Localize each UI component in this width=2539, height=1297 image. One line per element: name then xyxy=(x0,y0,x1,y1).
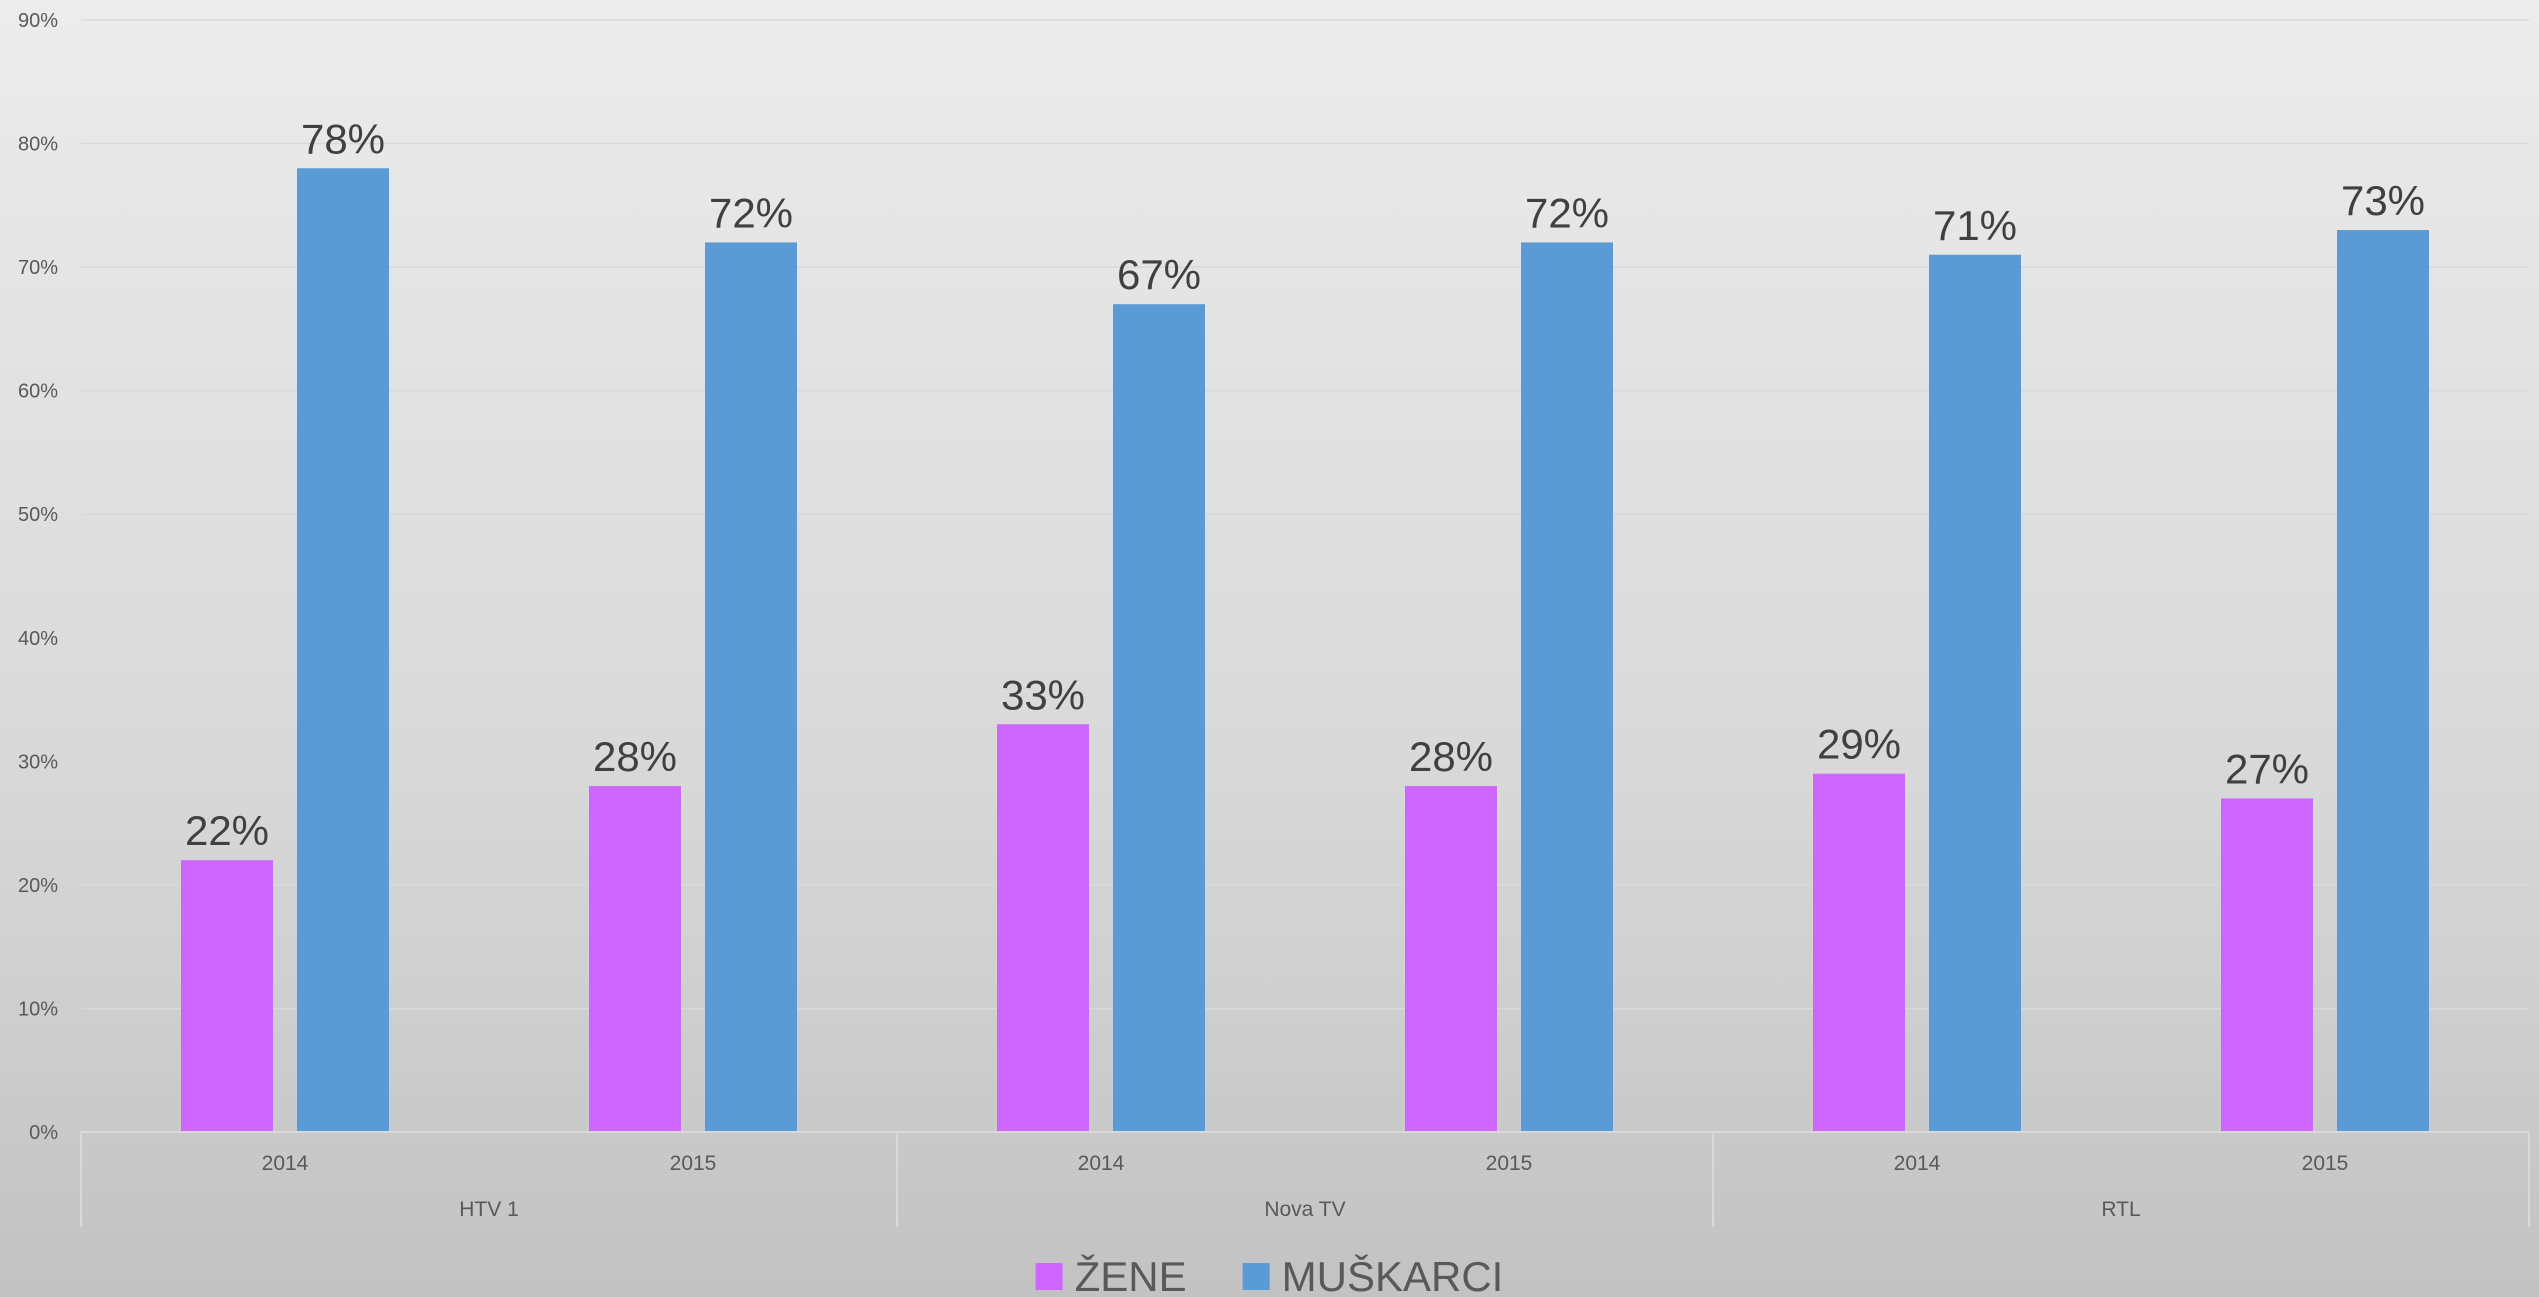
bar-zene xyxy=(589,786,681,1132)
x-axis: 2014 2015 2014 2015 2014 2015 HTV 1 Nova TV RTL xyxy=(80,1131,2530,1227)
y-tick-label: 40% xyxy=(18,628,58,650)
x-tick-label: 2014 xyxy=(1078,1152,1125,1175)
bar-zene xyxy=(1405,786,1497,1132)
group-label: Nova TV xyxy=(1264,1198,1345,1221)
bar-muskarci xyxy=(1113,304,1205,1133)
bars xyxy=(181,168,2429,1133)
data-label: 28% xyxy=(593,733,677,780)
bar-zene xyxy=(1813,773,1905,1132)
y-tick-label: 10% xyxy=(18,998,58,1020)
legend-swatch xyxy=(1242,1263,1270,1290)
y-tick-label: 60% xyxy=(18,381,58,403)
legend-swatch xyxy=(1035,1263,1063,1290)
bar-muskarci xyxy=(1521,242,1613,1132)
data-label: 27% xyxy=(2225,745,2309,792)
bar-zene xyxy=(997,724,1089,1132)
legend-item: MUŠKARCI xyxy=(1242,1253,1504,1297)
data-label: 73% xyxy=(2341,177,2425,224)
x-tick-label: 2015 xyxy=(2302,1152,2349,1175)
bar-zene xyxy=(2221,798,2313,1132)
legend-label: MUŠKARCI xyxy=(1282,1253,1504,1297)
x-tick-label: 2014 xyxy=(262,1152,309,1175)
data-label: 29% xyxy=(1817,721,1901,768)
y-tick-label: 70% xyxy=(18,257,58,279)
data-label: 67% xyxy=(1117,251,1201,298)
bar-zene xyxy=(181,860,273,1132)
data-label: 33% xyxy=(1001,671,1085,718)
data-label: 22% xyxy=(185,807,269,854)
x-tick-label: 2015 xyxy=(670,1152,717,1175)
data-label: 72% xyxy=(709,189,793,236)
y-tick-label: 0% xyxy=(29,1122,58,1144)
y-tick-label: 20% xyxy=(18,875,58,897)
legend-item: ŽENE xyxy=(1035,1253,1187,1297)
y-tick-label: 80% xyxy=(18,134,58,156)
legend: ŽENE MUŠKARCI xyxy=(1035,1253,1504,1297)
x-tick-label: 2014 xyxy=(1894,1152,1941,1175)
data-label: 71% xyxy=(1933,202,2017,249)
gridlines xyxy=(81,19,2529,1010)
y-tick-label: 90% xyxy=(18,10,58,32)
y-tick-label: 50% xyxy=(18,504,58,526)
legend-label: ŽENE xyxy=(1075,1253,1187,1297)
data-label: 28% xyxy=(1409,733,1493,780)
group-label: HTV 1 xyxy=(459,1198,519,1221)
y-tick-label: 30% xyxy=(18,751,58,773)
bar-muskarci xyxy=(705,242,797,1132)
data-labels: 22% 78% 28% 72% 33% 67% 28% 72% 29% 71% 27% 73% xyxy=(185,115,2425,854)
data-label: 78% xyxy=(301,115,385,162)
bar-muskarci xyxy=(2337,230,2429,1133)
group-label: RTL xyxy=(2101,1198,2140,1221)
bar-muskarci xyxy=(1929,254,2021,1132)
x-tick-label: 2015 xyxy=(1486,1152,1533,1175)
data-label: 72% xyxy=(1525,189,1609,236)
bar-muskarci xyxy=(297,168,389,1132)
y-axis-ticks: 0% 10% 20% 30% 40% 50% 60% 70% 80% 90% xyxy=(18,10,58,1144)
